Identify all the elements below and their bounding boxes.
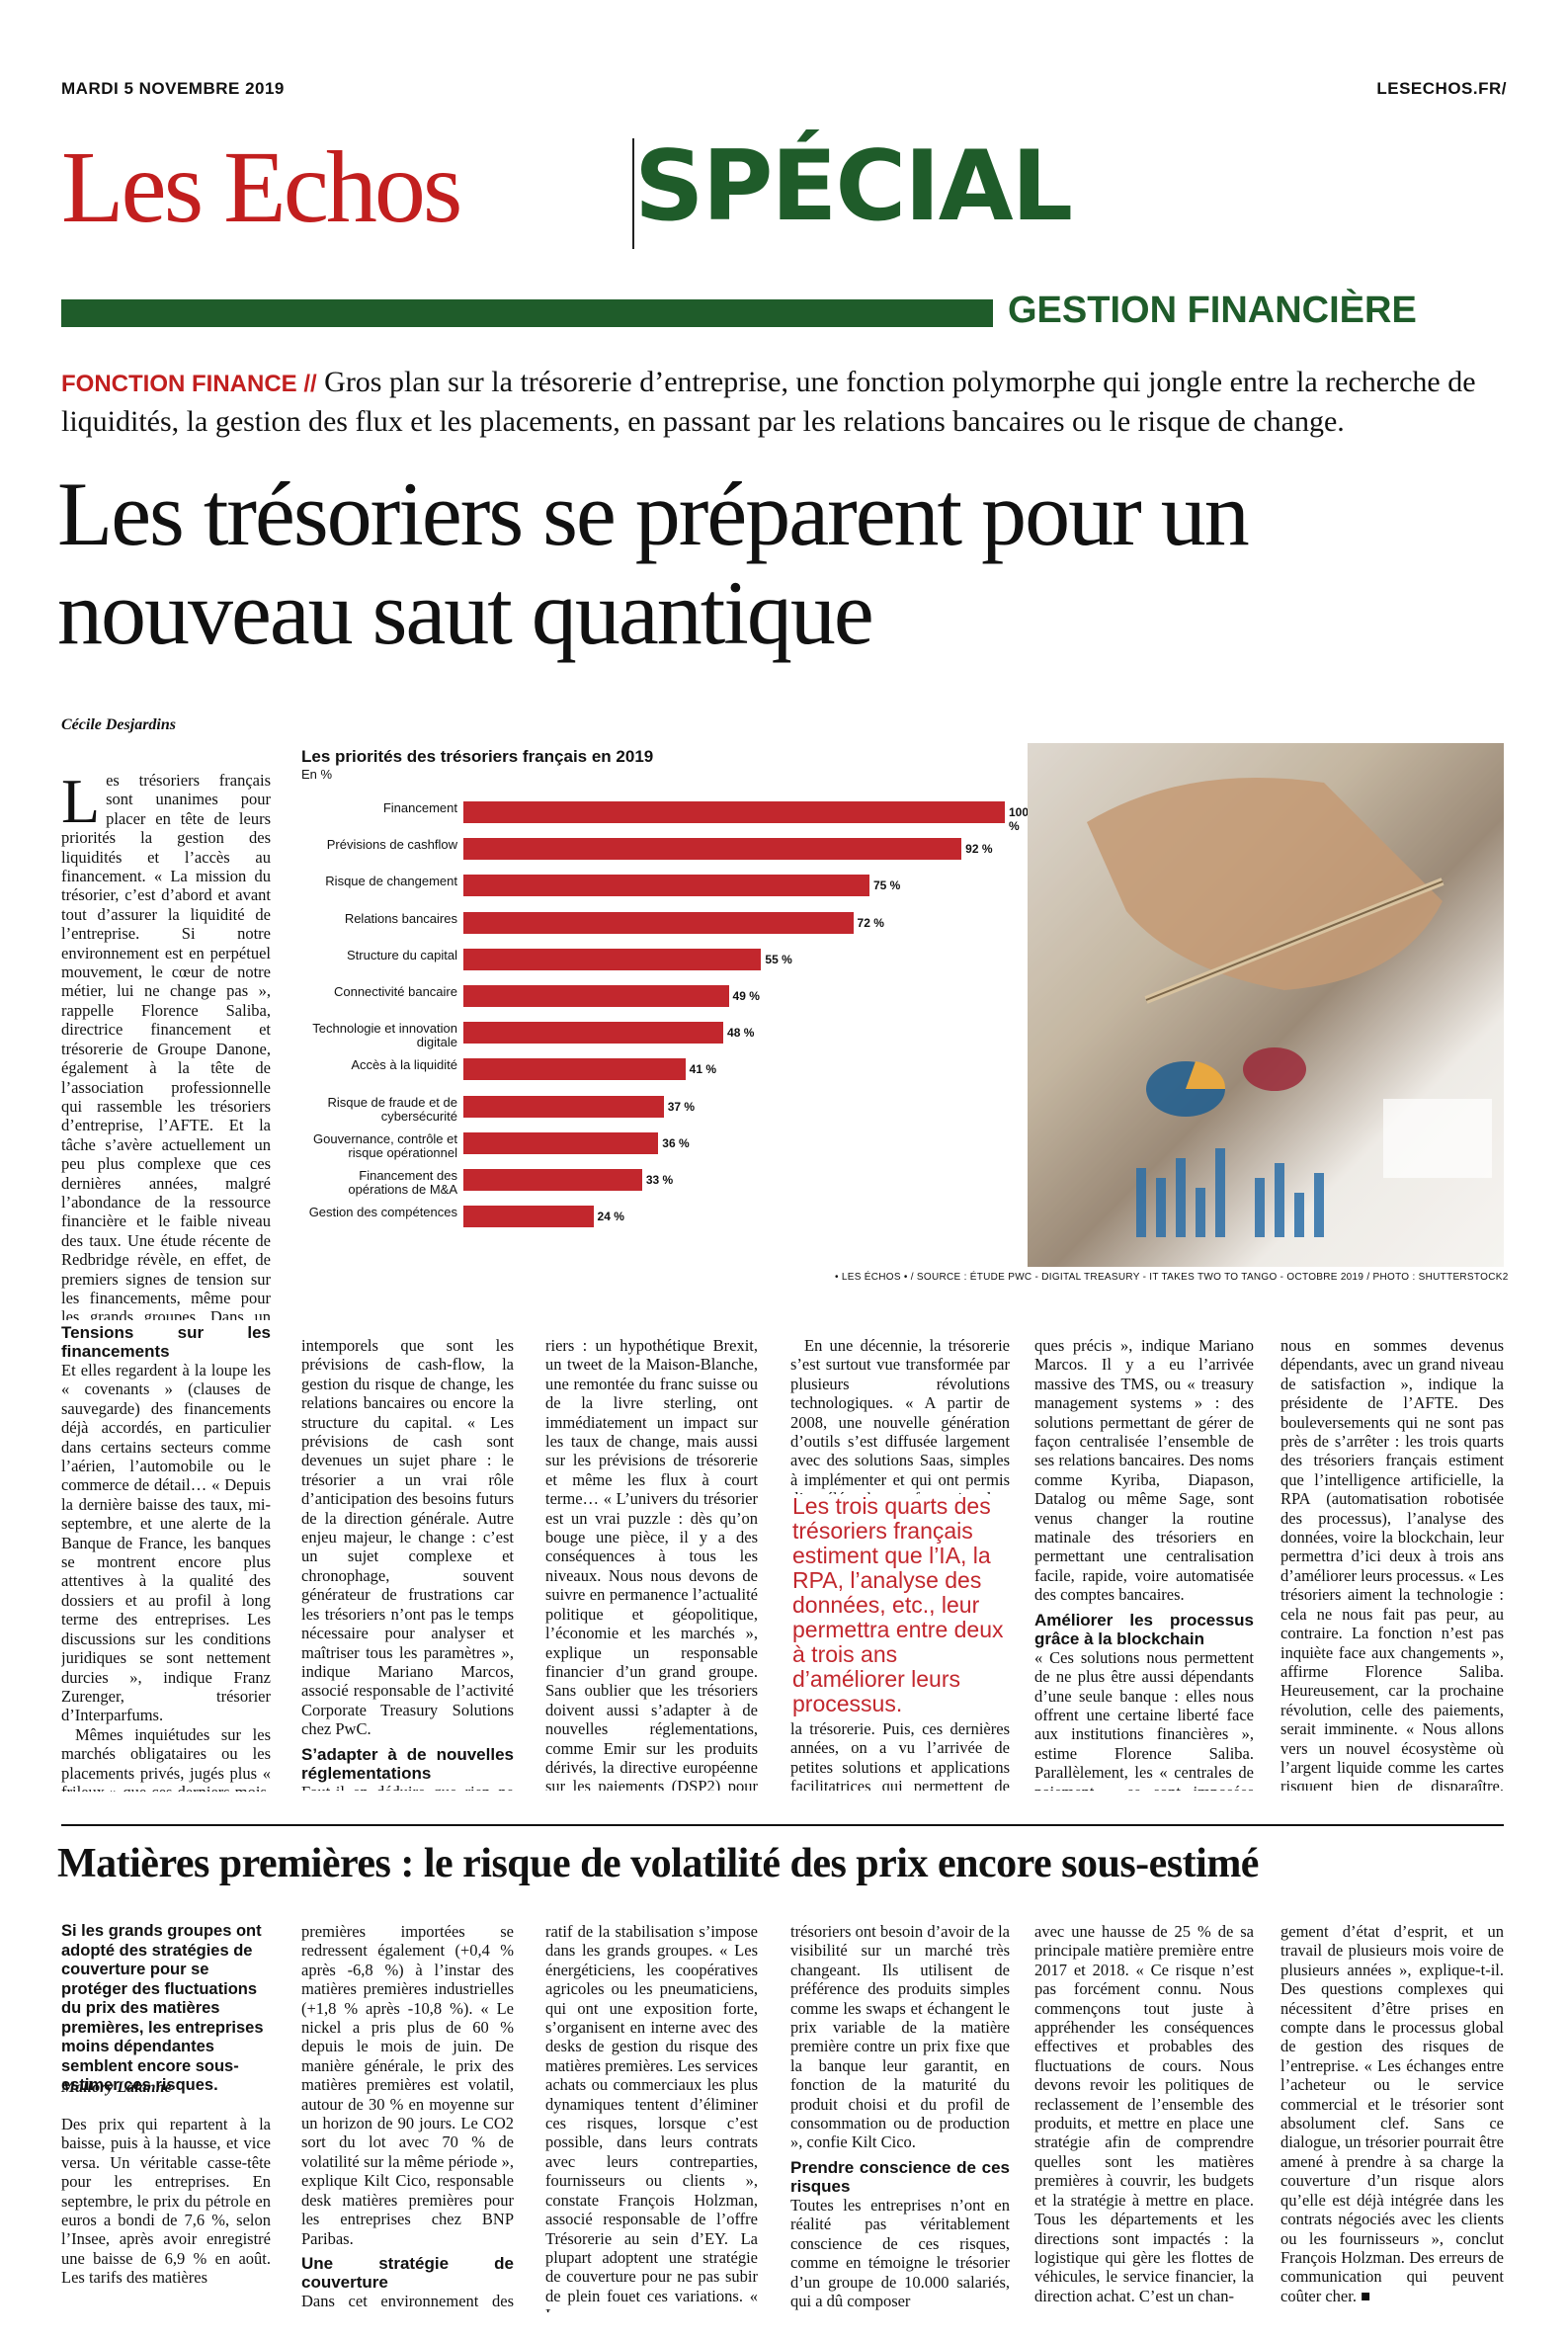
chart-value-label: 100 % [1009,805,1030,833]
chart-value-label: 55 % [765,952,792,966]
les-echos-logo: Les Echos [61,130,462,244]
pull-quote: Les trois quarts des trésoriers français… [792,1493,1004,1716]
article-c6: nous en sommes devenus dépendants, avec … [1280,1336,1504,1791]
chart-value-label: 36 % [662,1135,690,1150]
article2-c6: gement d’état d’esprit, et un travail de… [1280,1922,1504,2305]
chart-value-label: 72 % [857,915,884,930]
chart-category-label: Risque de changement [325,874,457,889]
chart-value-label: 48 % [727,1026,755,1041]
logo-divider [632,138,634,249]
chart-bar [463,1095,664,1118]
article2-c4b: Toutes les entreprises n’ont en réalité … [790,2195,1010,2310]
intro-paragraph: FONCTION FINANCE // Gros plan sur la tré… [61,364,1499,441]
article2-c2a: premières importées se redressent égalem… [301,1922,514,2248]
chart-category-label: Prévisions de cashflow [326,837,457,853]
chart-bar [463,948,762,970]
chart-value-label: 41 % [689,1062,717,1077]
article-c5a: ques précis », indique Mariano Marcos. I… [1034,1336,1254,1605]
chart-category-label: Gestion des compétences [308,1205,457,1220]
article-divider [61,1824,1504,1826]
article2-c2b: Dans cet environnement des cours particu… [301,2291,514,2312]
article2-column-4: trésoriers ont besoin d’avoir de la visi… [790,1922,1010,2312]
chart-value-label: 49 % [732,989,760,1003]
article2-c4a: trésoriers ont besoin d’avoir de la visi… [790,1922,1010,2152]
section-bar [61,299,993,327]
chart-value-label: 37 % [667,1099,696,1114]
chart-rows: Financement 100 % Prévisions de cashflow 92… [301,797,1029,1238]
chart-bar [463,985,729,1007]
chart-title: Les priorités des trésoriers français en… [301,747,654,766]
article-column-6: nous en sommes devenus dépendants, avec … [1280,1336,1504,1791]
chart-category-label: Structure du capital [346,947,457,962]
pen-and-charts-photo-icon [1028,743,1504,1267]
article-c5b: « Ces solutions nous permettent de ne pl… [1034,1647,1254,1791]
article2-c5: avec une hausse de 25 % de sa principale… [1034,1922,1254,2305]
secondary-byline: Mallory Lalanne [61,2079,172,2096]
chart-bar [463,875,869,897]
article2-c3: ratif de la stabilisation s’impose dans … [545,1922,758,2312]
main-headline: Les trésoriers se préparent pour un nouv… [57,463,1250,663]
article-c2a: intemporels que sont les prévisions de c… [301,1336,514,1739]
article-column-1b: Tensions sur les financements Et elles r… [61,1317,271,1792]
subhead-conscience: Prendre conscience de ces risques [790,2157,1010,2196]
article2-column-1: Des prix qui repartent à la baisse, puis… [61,2115,271,2312]
chart-category-label: Relations bancaires [344,910,457,926]
photo [1028,743,1504,1267]
article-c4a: En une décennie, la trésorerie s’est sur… [790,1336,1010,1494]
priorities-chart: Les priorités des trésoriers français en… [301,747,1029,1261]
secondary-lead: Si les grands groupes ont adopté des str… [61,1922,264,2094]
article-c2b: Faut-il en déduire que rien ne change ? … [301,1783,514,1791]
section-label: GESTION FINANCIÈRE [1008,290,1417,331]
article-c4b: la trésorerie. Puis, ces dernières année… [790,1719,1010,1791]
article-column-3: riers : un hypothétique Brexit, un tweet… [545,1336,758,1791]
chart-value-label: 75 % [873,878,901,893]
article-column-4a: En une décennie, la trésorerie s’est sur… [790,1336,1010,1494]
chart-category-label: Risque de fraude et de cybersécurité [327,1094,457,1124]
chart-bar [463,1131,659,1154]
article-column-5: ques précis », indique Mariano Marcos. I… [1034,1336,1254,1791]
chart-bar [463,1022,724,1045]
article2-c1: Des prix qui repartent à la baisse, puis… [61,2115,271,2288]
chart-bar [463,1206,594,1228]
subhead-reglementations: S’adapter à de nouvelles réglementations [301,1744,514,1783]
article2-column-2: premières importées se redressent égalem… [301,1922,514,2312]
dropcap: L [61,771,101,836]
subhead-couverture: Une stratégie de couverture [301,2253,514,2292]
chart-category-label: Accès à la liquidité [351,1057,457,1073]
subhead-blockchain: Améliorer les processus grâce à la block… [1034,1610,1254,1648]
issue-date: MARDI 5 NOVEMBRE 2019 [61,79,285,98]
chart-bar [463,801,1005,823]
article-column-4b: la trésorerie. Puis, ces dernières année… [790,1719,1010,1791]
byline: Cécile Desjardins [61,716,176,733]
article-p3: Mêmes inquiétudes sur les marchés obliga… [61,1724,271,1792]
chart-bar [463,838,962,861]
subhead-tensions: Tensions sur les financements [61,1323,271,1361]
article2-column-3: ratif de la stabilisation s’impose dans … [545,1922,758,2312]
article-c3: riers : un hypothétique Brexit, un tweet… [545,1336,758,1791]
article2-column-6: gement d’état d’esprit, et un travail de… [1280,1922,1504,2312]
intro-text: Gros plan sur la trésorerie d’entreprise… [61,366,1476,438]
chart-bar [463,911,854,934]
chart-source: • LES ÉCHOS • / SOURCE : ÉTUDE PWC - DIG… [835,1272,1509,1283]
site-link[interactable]: LESECHOS.FR/ [1376,79,1507,98]
chart-category-label: Financement des opérations de M&A [348,1168,457,1197]
special-title: SPÉCIAL [634,130,1073,243]
article-p2: Et elles regardent à la loupe les « cove… [61,1361,271,1725]
chart-category-label: Connectivité bancaire [333,984,457,999]
secondary-headline: Matières premières : le risque de volati… [57,1841,1259,1886]
intro-kicker: FONCTION FINANCE // [61,371,317,397]
chart-category-label: Financement [382,800,457,815]
chart-category-label: Technologie et innovation digitale [312,1021,457,1050]
chart-unit: En % [301,767,333,782]
chart-bar [463,1058,686,1081]
chart-bar [463,1169,642,1191]
chart-value-label: 92 % [965,842,993,857]
chart-category-label: Gouvernance, contrôle et risque opératio… [313,1130,457,1160]
article-p1: es trésoriers français sont unanimes pou… [61,771,271,1320]
chart-value-label: 24 % [597,1210,624,1224]
article-column-2: intemporels que sont les prévisions de c… [301,1336,514,1791]
article2-column-5: avec une hausse de 25 % de sa principale… [1034,1922,1254,2312]
chart-value-label: 33 % [645,1173,674,1187]
